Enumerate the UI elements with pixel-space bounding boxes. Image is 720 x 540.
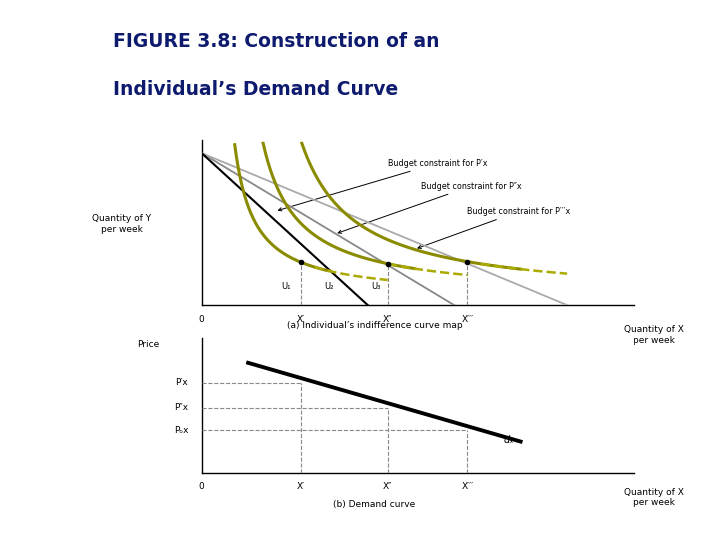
Text: X″: X″ — [383, 315, 392, 324]
Text: 0: 0 — [199, 482, 204, 491]
Text: Quantity of X
per week: Quantity of X per week — [624, 488, 683, 508]
Text: Budget constraint for P′′′x: Budget constraint for P′′′x — [418, 207, 571, 248]
Text: X′: X′ — [297, 482, 305, 491]
Text: X′: X′ — [297, 315, 305, 324]
Text: 0: 0 — [199, 315, 204, 324]
Text: U₂: U₂ — [325, 282, 334, 291]
Text: Budget constraint for P″x: Budget constraint for P″x — [338, 181, 521, 233]
Text: 62: 62 — [20, 514, 45, 531]
Text: P′x: P′x — [176, 378, 189, 387]
Text: U₃: U₃ — [371, 282, 380, 291]
Text: X″: X″ — [383, 482, 392, 491]
Text: (a) Individual’s indifference curve map: (a) Individual’s indifference curve map — [287, 321, 462, 330]
Text: X′′′: X′′′ — [462, 315, 474, 324]
Text: X′′′: X′′′ — [462, 482, 474, 491]
Text: Budget constraint for P′x: Budget constraint for P′x — [279, 159, 487, 211]
Text: P″x: P″x — [174, 403, 189, 413]
Text: Pₒx: Pₒx — [174, 426, 189, 435]
Text: FIGURE 3.8: Construction of an: FIGURE 3.8: Construction of an — [113, 32, 440, 51]
Text: dₓ: dₓ — [504, 435, 515, 445]
Text: Quantity of X
per week: Quantity of X per week — [624, 326, 683, 345]
Text: (b) Demand curve: (b) Demand curve — [333, 500, 415, 509]
Text: U₁: U₁ — [282, 282, 291, 291]
Text: Price: Price — [138, 340, 160, 349]
Text: Quantity of Y
per week: Quantity of Y per week — [92, 214, 151, 234]
Text: Individual’s Demand Curve: Individual’s Demand Curve — [113, 79, 398, 99]
